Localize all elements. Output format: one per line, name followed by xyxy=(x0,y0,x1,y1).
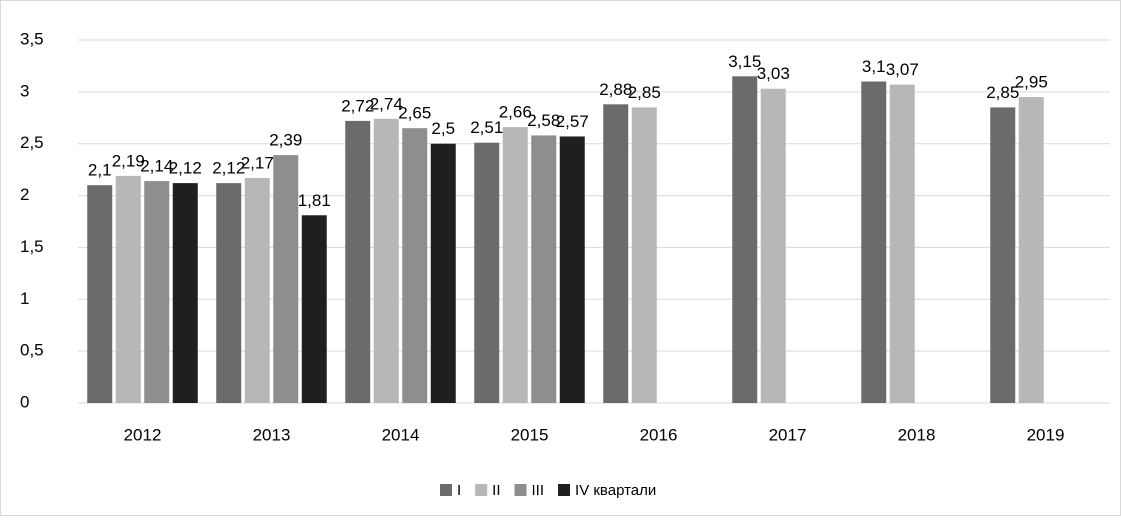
bar xyxy=(531,135,557,403)
data-label: 2,66 xyxy=(499,103,532,122)
bar xyxy=(732,76,758,404)
bar xyxy=(345,120,371,403)
x-tick-label: 2016 xyxy=(640,425,678,444)
x-tick-label: 2017 xyxy=(769,425,807,444)
data-label: 3,1 xyxy=(862,57,886,76)
legend-label: II xyxy=(492,482,500,499)
y-tick-label: 0,5 xyxy=(20,341,44,360)
x-tick-label: 2019 xyxy=(1027,425,1065,444)
data-label: 1,81 xyxy=(298,191,331,210)
data-label: 2,17 xyxy=(241,153,274,172)
y-tick-label: 1 xyxy=(20,289,29,308)
bar xyxy=(1018,97,1044,404)
legend-label: IV квартали xyxy=(575,482,656,499)
bar xyxy=(430,143,456,403)
bar xyxy=(760,88,786,403)
bar xyxy=(402,128,428,403)
data-label: 2,65 xyxy=(398,104,431,123)
legend-swatch xyxy=(440,484,452,496)
data-label: 2,14 xyxy=(140,157,173,176)
bar xyxy=(172,183,198,403)
data-label: 2,19 xyxy=(112,151,145,170)
x-tick-label: 2018 xyxy=(898,425,936,444)
bar xyxy=(87,185,113,403)
bar xyxy=(474,142,500,404)
data-label: 2,88 xyxy=(599,80,632,99)
bar xyxy=(144,181,170,403)
y-tick-label: 2,5 xyxy=(20,133,44,152)
data-label: 2,58 xyxy=(527,111,560,130)
data-label: 2,57 xyxy=(556,112,589,131)
x-tick-label: 2015 xyxy=(511,425,549,444)
data-label: 2,74 xyxy=(370,94,403,113)
bar xyxy=(115,175,141,403)
data-label: 2,39 xyxy=(269,131,302,150)
data-label: 2,12 xyxy=(169,159,202,178)
y-tick-label: 3,5 xyxy=(20,29,44,48)
y-tick-label: 3 xyxy=(20,81,29,100)
data-label: 2,1 xyxy=(88,161,112,180)
x-tick-label: 2013 xyxy=(253,425,291,444)
bar xyxy=(889,84,915,404)
data-label: 2,5 xyxy=(431,119,455,138)
data-label: 3,15 xyxy=(728,52,761,71)
bar xyxy=(559,136,585,403)
y-tick-label: 2 xyxy=(20,185,29,204)
data-label: 3,07 xyxy=(886,60,919,79)
data-label: 2,12 xyxy=(212,159,245,178)
bar xyxy=(244,177,270,403)
x-tick-label: 2012 xyxy=(124,425,162,444)
legend-swatch xyxy=(475,484,488,496)
bar xyxy=(861,81,887,403)
data-label: 3,03 xyxy=(757,64,790,83)
bar xyxy=(273,155,299,403)
data-label: 2,85 xyxy=(628,83,661,102)
bar xyxy=(373,118,399,403)
legend-swatch xyxy=(558,484,571,496)
bar xyxy=(301,215,327,403)
data-label: 2,51 xyxy=(470,118,503,137)
bar xyxy=(631,107,657,404)
bar xyxy=(502,127,528,404)
x-tick-label: 2014 xyxy=(382,425,420,444)
bar xyxy=(990,107,1016,404)
data-label: 2,72 xyxy=(341,96,374,115)
bar xyxy=(216,183,242,403)
legend-label: III xyxy=(532,482,545,499)
data-label: 2,95 xyxy=(1015,73,1048,92)
y-tick-label: 0 xyxy=(20,392,29,411)
legend-swatch xyxy=(514,484,527,496)
bar xyxy=(603,104,629,403)
data-label: 2,85 xyxy=(986,83,1019,102)
y-tick-label: 1,5 xyxy=(20,237,44,256)
legend-label: I xyxy=(457,482,461,499)
